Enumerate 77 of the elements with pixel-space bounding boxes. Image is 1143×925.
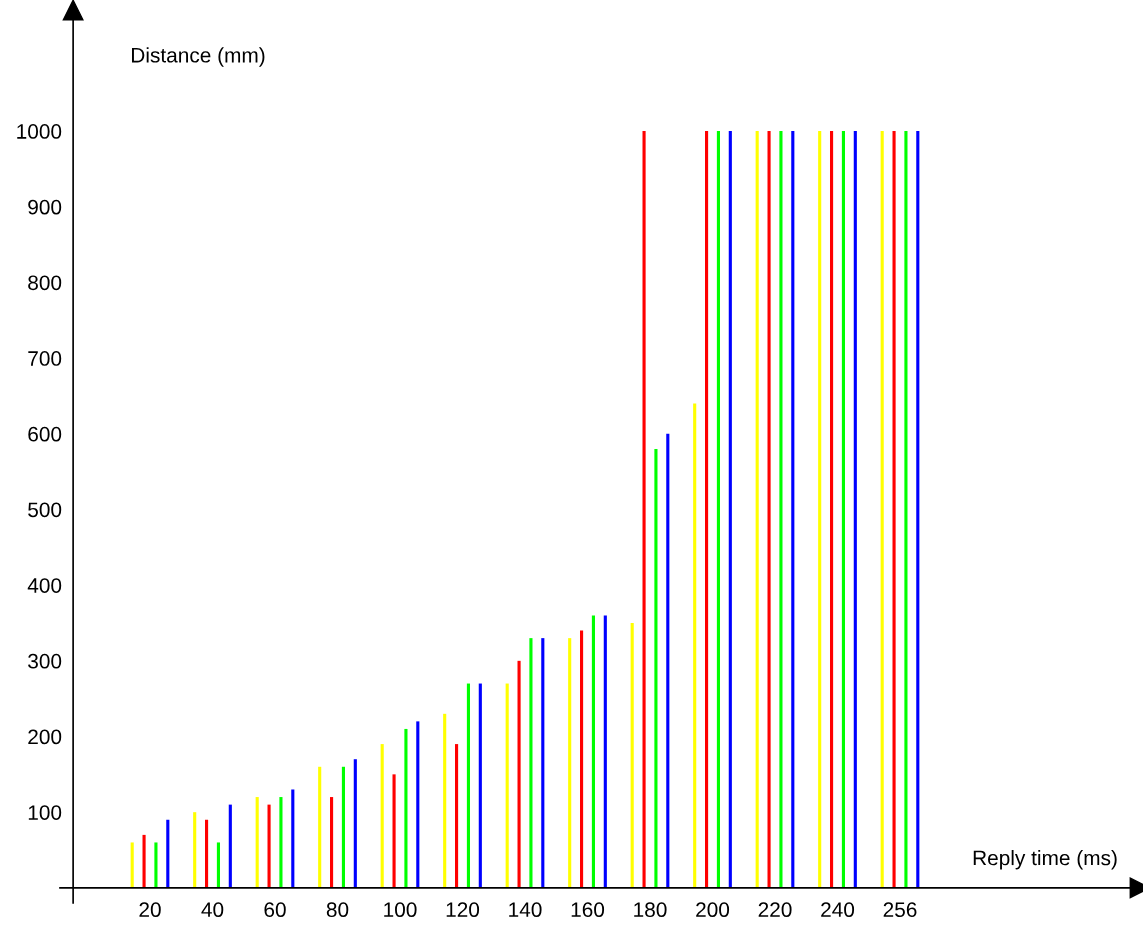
y-tick-label: 1000 bbox=[17, 124, 62, 139]
x-tick-label: 100 bbox=[384, 902, 417, 918]
x-tick-label: 180 bbox=[634, 902, 667, 918]
bar bbox=[142, 834, 146, 888]
x-tick-label: 256 bbox=[883, 902, 917, 918]
bar bbox=[642, 131, 646, 888]
bar bbox=[841, 131, 845, 888]
bar bbox=[580, 630, 584, 888]
bar bbox=[228, 804, 232, 888]
bar bbox=[880, 131, 884, 888]
bar bbox=[693, 403, 697, 888]
bar bbox=[716, 131, 720, 888]
bar bbox=[416, 721, 420, 888]
bar bbox=[529, 638, 533, 888]
bar bbox=[666, 433, 670, 888]
bar bbox=[330, 797, 334, 888]
bar bbox=[267, 804, 271, 888]
x-tick-label: 240 bbox=[821, 902, 855, 918]
x-axis-title: Reply time (ms) bbox=[973, 850, 1117, 870]
bar bbox=[767, 131, 771, 888]
y-tick-label: 300 bbox=[28, 653, 62, 669]
bar bbox=[279, 797, 283, 888]
bar bbox=[166, 819, 170, 888]
bar bbox=[591, 615, 595, 888]
bar bbox=[341, 766, 345, 888]
bar bbox=[505, 683, 509, 888]
bar bbox=[404, 728, 408, 888]
x-tick-label: 20 bbox=[139, 902, 161, 918]
y-tick-label: 200 bbox=[28, 729, 62, 745]
bar bbox=[603, 615, 607, 888]
bar bbox=[853, 131, 857, 888]
bar bbox=[755, 131, 759, 888]
y-tick-label: 600 bbox=[28, 426, 62, 442]
y-tick-label: 800 bbox=[28, 275, 62, 291]
bar bbox=[892, 131, 896, 888]
y-tick-label: 500 bbox=[28, 502, 62, 518]
bar bbox=[154, 842, 158, 888]
bar bbox=[654, 448, 658, 888]
bar bbox=[517, 660, 521, 888]
bar bbox=[193, 812, 197, 888]
bar bbox=[705, 131, 709, 888]
x-tick-label: 120 bbox=[446, 902, 480, 918]
x-tick-label: 40 bbox=[201, 902, 224, 918]
bar bbox=[318, 766, 322, 888]
bar bbox=[443, 713, 447, 888]
bar bbox=[291, 789, 295, 888]
x-tick-label: 200 bbox=[696, 902, 730, 918]
y-axis-title: Distance (mm) bbox=[132, 47, 265, 67]
bar bbox=[904, 131, 908, 888]
x-tick-label: 140 bbox=[509, 902, 542, 918]
bar bbox=[541, 638, 545, 888]
bar bbox=[130, 842, 134, 888]
y-tick-label: 900 bbox=[28, 199, 62, 215]
bar bbox=[791, 131, 795, 888]
bar bbox=[818, 131, 822, 888]
bar bbox=[466, 683, 470, 888]
bar bbox=[455, 744, 459, 888]
y-tick-label: 100 bbox=[28, 805, 62, 820]
bar bbox=[916, 131, 920, 888]
x-tick-label: 60 bbox=[264, 902, 286, 918]
bar bbox=[216, 842, 220, 888]
bar bbox=[779, 131, 783, 888]
bar bbox=[392, 774, 396, 888]
bar bbox=[380, 744, 384, 888]
x-tick-label: 160 bbox=[571, 902, 605, 918]
bar bbox=[728, 131, 732, 888]
bar bbox=[205, 819, 209, 888]
bar bbox=[568, 638, 572, 888]
x-tick-label: 220 bbox=[758, 902, 792, 918]
bar bbox=[478, 683, 482, 888]
y-tick-label: 700 bbox=[28, 351, 62, 366]
y-tick-label: 400 bbox=[27, 578, 62, 593]
bar bbox=[630, 622, 634, 888]
x-tick-label: 80 bbox=[326, 902, 349, 918]
bar bbox=[353, 759, 357, 888]
bar bbox=[255, 797, 259, 888]
bar bbox=[830, 131, 834, 888]
